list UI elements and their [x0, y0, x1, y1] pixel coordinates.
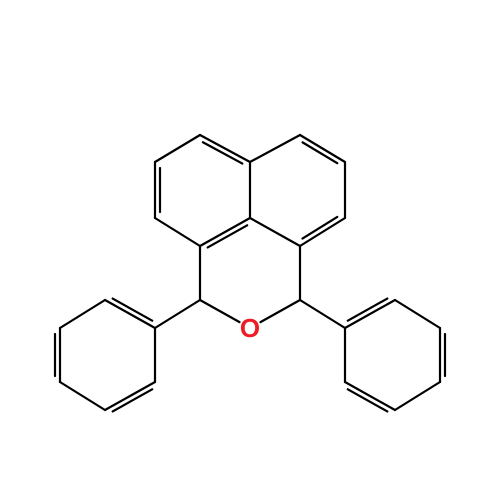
atom-label-o: O: [240, 313, 260, 343]
canvas-background: [0, 0, 500, 500]
chemical-structure-diagram: O: [0, 0, 500, 500]
